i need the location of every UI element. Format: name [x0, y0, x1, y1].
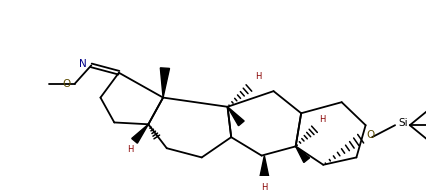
- Polygon shape: [260, 156, 269, 178]
- Text: H: H: [127, 145, 133, 154]
- Polygon shape: [227, 107, 244, 126]
- Polygon shape: [160, 68, 170, 98]
- Polygon shape: [132, 124, 148, 143]
- Text: H: H: [255, 72, 262, 81]
- Text: O: O: [367, 130, 375, 140]
- Text: O: O: [63, 79, 71, 89]
- Text: H: H: [320, 115, 326, 124]
- Text: Si: Si: [399, 118, 408, 128]
- Text: H: H: [261, 183, 268, 191]
- Text: N: N: [79, 58, 87, 69]
- Polygon shape: [296, 146, 309, 163]
